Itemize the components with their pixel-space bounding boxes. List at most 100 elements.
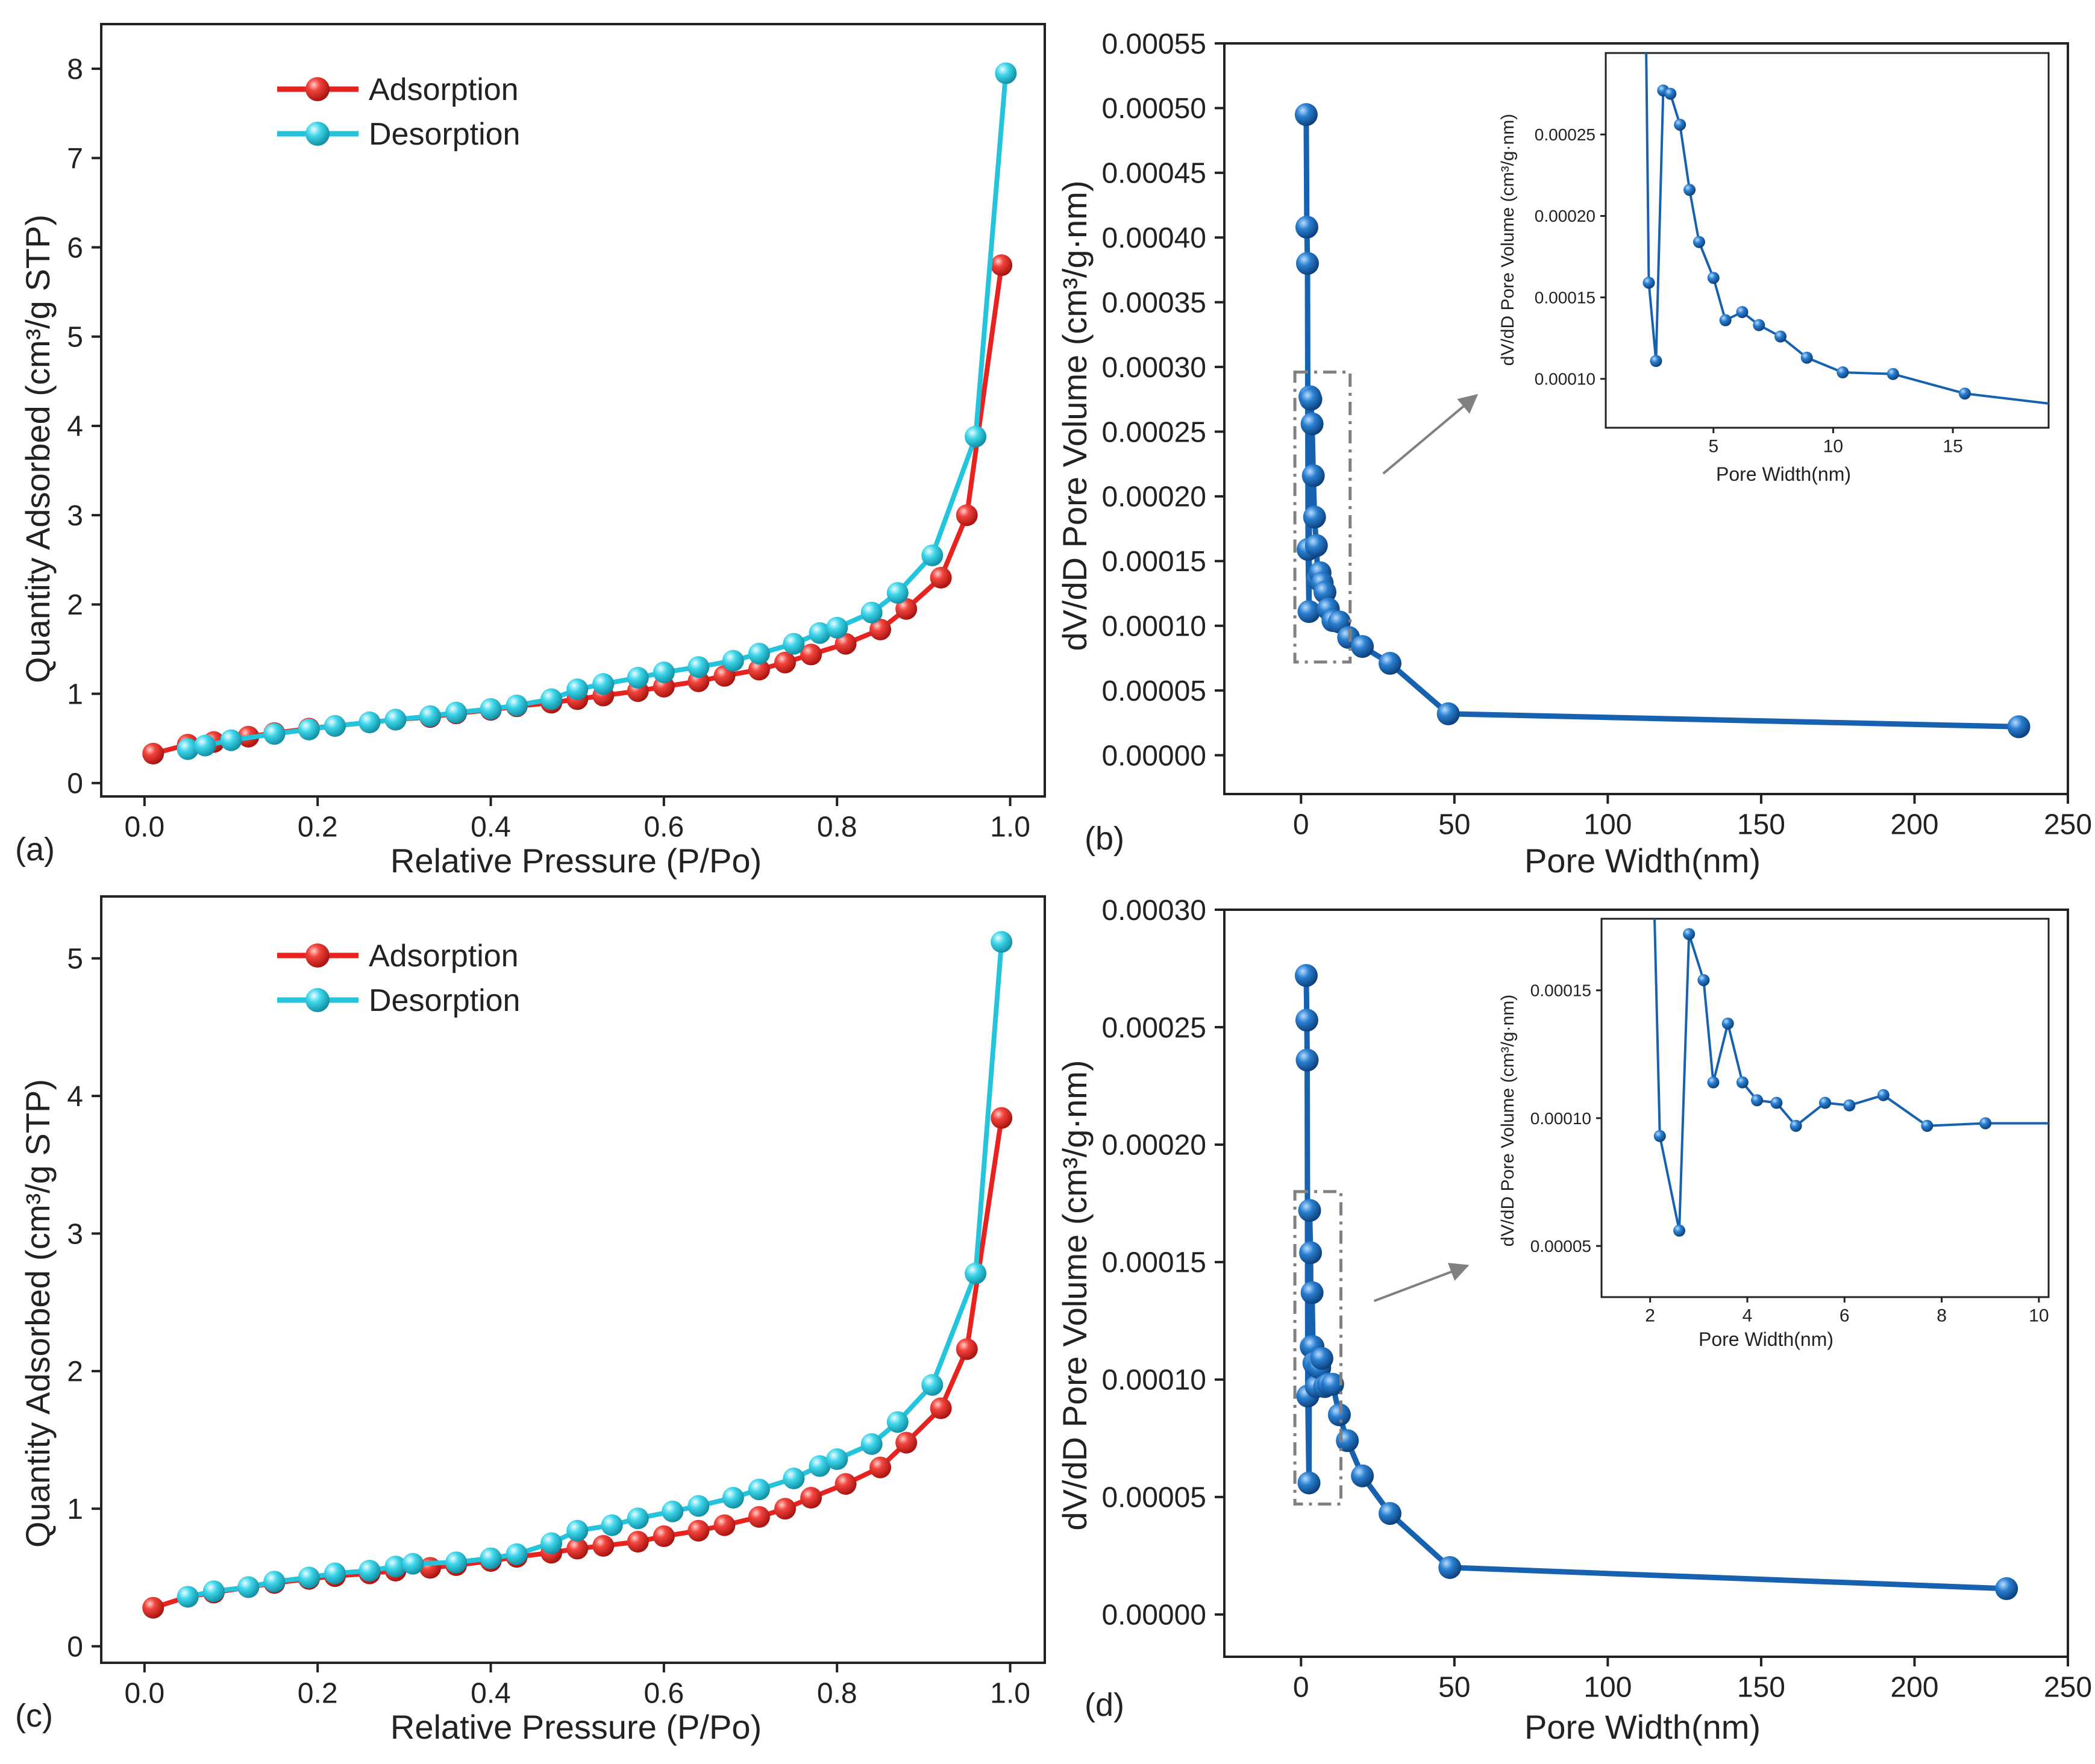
xlabel-a: Relative Pressure (P/Po)	[390, 842, 762, 880]
inset-point-b-8	[1719, 314, 1732, 327]
y-tick-label-d-0: 0.00000	[1101, 1600, 1206, 1631]
desorption-point-c-5	[324, 1562, 346, 1584]
y-tick-label-c-3: 3	[67, 1218, 83, 1250]
inset-point-d-12	[1877, 1089, 1890, 1101]
adsorption-point-a-28	[991, 254, 1013, 277]
plot-frame-d	[1223, 909, 2069, 1658]
desorption-line-c	[187, 942, 1004, 1600]
inset-point-b-0	[1642, 277, 1655, 289]
desorption-point-c-10	[480, 1547, 502, 1569]
y-tick-label-a-8: 8	[67, 54, 83, 86]
plot-frame-b-inset	[1605, 52, 2050, 429]
plot-frame-d-inset	[1600, 918, 2050, 1298]
inset-point-b-13	[1837, 366, 1849, 379]
adsorption-point-c-17	[653, 1525, 675, 1547]
pore-volume-point-b-6	[1299, 387, 1323, 411]
desorption-point-a-19	[748, 642, 770, 665]
pore-volume-point-b-8	[1301, 464, 1325, 487]
adsorption-point-a-26	[930, 566, 952, 589]
xlabel-b: Pore Width(nm)	[1524, 842, 1761, 880]
pore-volume-point-d-0	[1294, 964, 1318, 987]
desorption-point-c-12	[540, 1532, 563, 1554]
x-tick-label-c-0: 0.0	[124, 1677, 164, 1709]
legend-label-adsorption-c: Adsorption	[369, 939, 519, 974]
inset-point-b-15	[1958, 387, 1971, 400]
adsorption-point-c-23	[835, 1473, 857, 1495]
desorption-point-c-13	[566, 1519, 589, 1542]
inset-point-d-3	[1697, 974, 1710, 986]
x-tick-label-b-inset-2: 15	[1943, 437, 1962, 457]
inset-point-d-6	[1736, 1076, 1749, 1089]
x-tick-label-b-4: 200	[1890, 808, 1938, 840]
x-tick-label-b-2: 100	[1583, 808, 1632, 840]
x-tick-label-b-0: 0	[1293, 808, 1309, 840]
y-tick-label-b-inset-2: 0.00020	[1535, 207, 1596, 225]
desorption-point-a-7	[384, 708, 407, 731]
y-tick-label-d-6: 0.00030	[1101, 895, 1206, 927]
desorption-point-a-24	[886, 582, 909, 604]
pore-volume-point-d-24	[1995, 1577, 2018, 1600]
panel-label-d: (d)	[1085, 1687, 1124, 1723]
legend-marker-desorption-a	[305, 122, 330, 146]
adsorption-point-a-22	[800, 643, 822, 666]
desorption-point-a-23	[860, 601, 883, 624]
legend-marker-adsorption-a	[305, 77, 330, 101]
y-tick-label-b-11: 0.00055	[1101, 28, 1206, 60]
inset-point-b-7	[1707, 272, 1720, 284]
adsorption-point-c-16	[627, 1531, 649, 1553]
adsorption-point-c-27	[956, 1338, 978, 1360]
y-tick-label-a-3: 3	[67, 500, 83, 532]
desorption-point-c-14	[601, 1514, 623, 1536]
adsorption-point-a-21	[774, 651, 796, 674]
panel-a: 0.0 0.2 0.4 0.6 0.8 1.0 0 1 2 3 4 5 6 7 8	[67, 23, 1046, 843]
desorption-point-c-7	[384, 1556, 407, 1578]
ylabel-d: dV/dD Pore Volume (cm³/g·nm)	[1056, 1060, 1094, 1530]
inset-point-b-10	[1753, 319, 1765, 331]
ylabel-a: Quantity Adsorbed (cm³/g STP)	[19, 214, 57, 683]
desorption-point-a-11	[506, 694, 528, 716]
inset-point-d-9	[1790, 1119, 1802, 1132]
zoom-arrow-d	[1373, 1263, 1470, 1303]
desorption-point-c-9	[445, 1551, 468, 1574]
y-tick-label-d-5: 0.00025	[1101, 1012, 1206, 1044]
inset-point-b-14	[1887, 367, 1899, 380]
inset-point-d-13	[1921, 1119, 1934, 1132]
y-tick-label-a-4: 4	[67, 411, 83, 443]
panel-d: 0 50 100 150 200 250 0.00000 0.00005 0.00010 0.00…	[1101, 895, 2092, 1704]
inset-b: 5 10 15 0.00010 0.00015 0.00020 0.00025	[1535, 52, 2050, 457]
pore-volume-point-d-18	[1321, 1372, 1344, 1396]
adsorption-point-c-0	[142, 1597, 164, 1619]
desorption-point-a-26	[965, 425, 987, 448]
adsorption-point-a-25	[895, 598, 918, 620]
desorption-point-c-16	[662, 1500, 684, 1522]
pore-volume-point-b-10	[1304, 534, 1328, 557]
y-tick-label-c-5: 5	[67, 943, 83, 975]
y-tick-label-b-0: 0.00000	[1101, 740, 1206, 772]
desorption-point-c-22	[826, 1448, 848, 1471]
zoom-box-d	[1293, 1190, 1342, 1506]
inset-point-d-1	[1673, 1224, 1686, 1237]
y-tick-label-b-inset-3: 0.00025	[1535, 125, 1596, 144]
legend-a: Adsorption Desorption	[277, 72, 520, 152]
x-tick-label-d-inset-3: 8	[1937, 1306, 1947, 1326]
x-tick-label-a-1: 0.2	[298, 811, 338, 843]
pore-volume-point-d-1	[1295, 1009, 1318, 1032]
desorption-point-c-15	[627, 1507, 649, 1530]
desorption-point-c-4	[298, 1566, 320, 1589]
desorption-point-c-21	[809, 1455, 831, 1477]
adsorption-point-a-23	[835, 633, 857, 655]
pore-volume-point-d-21	[1351, 1464, 1374, 1487]
pore-volume-point-d-6	[1299, 1241, 1323, 1265]
legend-label-desorption-c: Desorption	[369, 983, 520, 1018]
desorption-point-a-13	[566, 678, 589, 701]
desorption-point-c-20	[783, 1467, 805, 1489]
inset-ylabel-b: dV/dD Pore Volume (cm³/g·nm)	[1498, 114, 1518, 366]
adsorption-point-a-27	[956, 504, 978, 527]
adsorption-point-c-21	[774, 1498, 796, 1520]
desorption-point-a-9	[445, 701, 468, 724]
inset-point-d-8	[1770, 1096, 1783, 1109]
desorption-point-a-12	[540, 688, 563, 710]
inset-d: 2 4 6 8 10 0.00005 0.00010 0.00015	[1530, 918, 2050, 1326]
desorption-point-c-2	[237, 1576, 260, 1598]
x-tick-label-c-3: 0.6	[644, 1677, 684, 1709]
